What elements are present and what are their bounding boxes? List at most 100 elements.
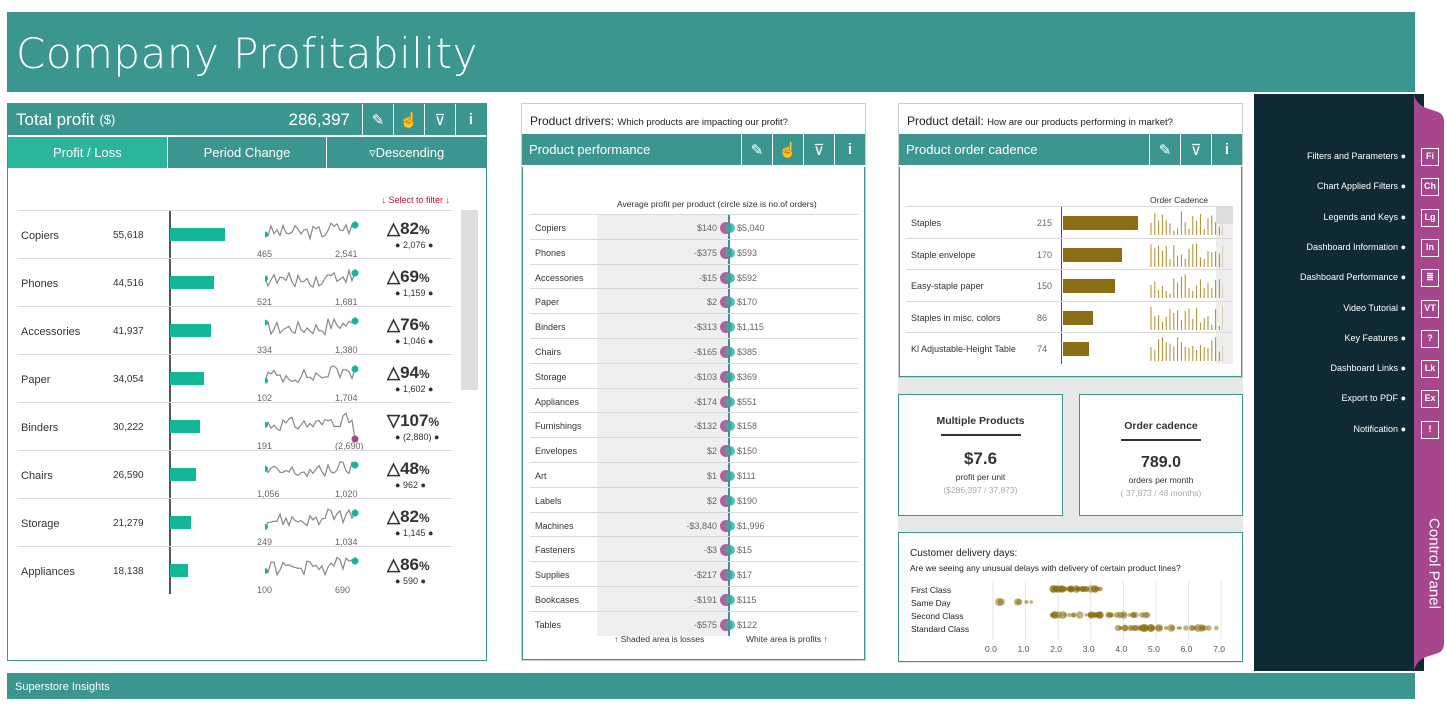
delivery-title: Customer delivery days: bbox=[910, 548, 1018, 559]
scroll-track[interactable] bbox=[1216, 224, 1233, 364]
order-row[interactable]: Staples in misc. colors 86 bbox=[906, 300, 1232, 332]
control-item-dashboard-information[interactable]: Dashboard Information ● bbox=[1306, 241, 1407, 252]
info-icon[interactable]: i bbox=[455, 104, 486, 135]
pointer-icon[interactable]: ☝ bbox=[772, 134, 803, 165]
change-percent: △86% bbox=[387, 555, 430, 574]
order-count: ● 1,602 ● bbox=[395, 384, 434, 394]
!-icon[interactable]: ! bbox=[1421, 420, 1439, 439]
fi-icon[interactable]: Fi bbox=[1421, 148, 1439, 166]
info-icon[interactable]: i bbox=[834, 134, 865, 165]
in-icon[interactable]: In bbox=[1421, 238, 1439, 257]
product-name: Binders bbox=[535, 322, 566, 333]
order-row[interactable]: Staples 215 bbox=[906, 206, 1232, 237]
order-bar bbox=[1063, 310, 1093, 325]
tab-descending[interactable]: ▿Descending bbox=[327, 137, 487, 168]
profit-row-chairs[interactable]: Chairs 26,590 1,056 1,020 △48% ● 962 ● bbox=[17, 450, 452, 499]
profit-row-appliances[interactable]: Appliances 18,138 100 690 △86% ● 590 ● bbox=[17, 546, 452, 595]
order-cadence-title: Product order cadence bbox=[906, 142, 1038, 157]
delivery-dot bbox=[1137, 625, 1143, 631]
control-item-notification[interactable]: Notification ● bbox=[1353, 423, 1406, 434]
control-panel-tab[interactable] bbox=[1412, 94, 1446, 671]
min-profit: -$3 bbox=[703, 545, 717, 556]
profit-row-accessories[interactable]: Accessories 41,937 334 1,380 △76% ● 1,04… bbox=[17, 306, 452, 355]
footer-text: Superstore Insights bbox=[15, 681, 110, 693]
driver-row-tables[interactable]: Tables -$575 $122 bbox=[530, 610, 858, 636]
order-row[interactable]: Easy-staple paper 150 bbox=[906, 269, 1232, 300]
category-profit: 18,138 bbox=[113, 566, 144, 577]
profit-row-paper[interactable]: Paper 34,054 102 1,704 △94% ● 1,602 ● bbox=[17, 354, 452, 403]
driver-row-envelopes[interactable]: Envelopes $2 $150 bbox=[530, 437, 858, 462]
driver-row-appliances[interactable]: Appliances -$174 $551 bbox=[530, 387, 858, 413]
delivery-dot bbox=[1118, 626, 1123, 630]
driver-row-bookcases[interactable]: Bookcases -$191 $115 bbox=[530, 586, 858, 611]
product-name: Kl Adjustable-Height Table bbox=[911, 344, 1016, 354]
driver-row-machines[interactable]: Machines -$3,840 $1,996 bbox=[530, 511, 858, 537]
category-name: Paper bbox=[21, 374, 51, 386]
tab-profit-loss[interactable]: Profit / Loss bbox=[8, 137, 168, 168]
order-bar bbox=[1063, 216, 1138, 230]
?-icon[interactable]: ? bbox=[1421, 329, 1439, 348]
control-item-dashboard-links[interactable]: Dashboard Links ● bbox=[1330, 363, 1406, 374]
control-item-chart-applied-filters[interactable]: Chart Applied Filters ● bbox=[1317, 181, 1406, 192]
driver-row-supplies[interactable]: Supplies -$217 $17 bbox=[530, 561, 858, 586]
control-item-video-tutorial[interactable]: Video Tutorial ● bbox=[1343, 302, 1406, 313]
tab-period-change[interactable]: Period Change bbox=[167, 137, 328, 168]
driver-row-chairs[interactable]: Chairs -$165 $385 bbox=[530, 338, 858, 363]
edit-icon[interactable]: ✎ bbox=[362, 104, 393, 135]
control-item-key-features[interactable]: Key Features ● bbox=[1344, 332, 1406, 343]
spark-start-label: 334 bbox=[257, 345, 273, 355]
profit-row-phones[interactable]: Phones 44,516 521 1,681 △69% ● 1,159 ● bbox=[17, 258, 452, 307]
control-item-legends-and-keys[interactable]: Legends and Keys ● bbox=[1323, 211, 1407, 222]
delivery-plot bbox=[992, 581, 1222, 639]
edit-icon[interactable]: ✎ bbox=[1149, 134, 1180, 165]
profit-dots bbox=[720, 519, 735, 532]
control-item-export-to-pdf[interactable]: Export to PDF ● bbox=[1341, 393, 1406, 404]
change-value: 82 bbox=[400, 219, 419, 238]
spark-end-dot bbox=[351, 365, 359, 373]
scrollbar[interactable] bbox=[461, 210, 478, 390]
drivers-title: Product drivers: bbox=[530, 114, 615, 128]
edit-icon[interactable]: ✎ bbox=[741, 134, 772, 165]
driver-row-fasteners[interactable]: Fasteners -$3 $15 bbox=[530, 536, 858, 561]
filter-icon[interactable]: ⊽ bbox=[424, 104, 455, 135]
driver-row-copiers[interactable]: Copiers $140 $5,040 bbox=[530, 214, 858, 239]
multiple-products-card: Multiple Products $7.6 profit per unit (… bbox=[898, 394, 1063, 516]
driver-row-accessories[interactable]: Accessories -$15 $592 bbox=[530, 263, 858, 289]
-icon[interactable]: ≣ bbox=[1421, 269, 1439, 288]
driver-row-binders[interactable]: Binders -$313 $1,115 bbox=[530, 313, 858, 338]
control-item-filters-and-parameters[interactable]: Filters and Parameters ● bbox=[1307, 151, 1406, 161]
total-profit-panel: Total profit ($) 286,397 ✎ ☝ ⊽ i Profit … bbox=[7, 103, 487, 661]
vt-icon[interactable]: VT bbox=[1421, 299, 1439, 318]
driver-row-phones[interactable]: Phones -$375 $593 bbox=[530, 238, 858, 264]
pointer-icon[interactable]: ☝ bbox=[393, 104, 424, 135]
order-row[interactable]: Kl Adjustable-Height Table 74 bbox=[906, 332, 1232, 363]
scrollbar[interactable] bbox=[1216, 206, 1233, 224]
order-count: ● 1,145 ● bbox=[395, 528, 434, 538]
order-row[interactable]: Staple envelope 170 bbox=[906, 237, 1232, 269]
delivery-dot bbox=[1093, 612, 1099, 618]
profit-row-storage[interactable]: Storage 21,279 249 1,034 △82% ● 1,145 ● bbox=[17, 498, 452, 547]
ex-icon[interactable]: Ex bbox=[1421, 390, 1439, 409]
detail-title: Product detail: bbox=[907, 114, 984, 128]
profit-row-binders[interactable]: Binders 30,222 191 (2,690) ▽107% ● (2,88… bbox=[17, 402, 452, 451]
delivery-dot bbox=[1055, 611, 1063, 619]
category-name: Binders bbox=[21, 422, 59, 434]
lg-icon[interactable]: Lg bbox=[1421, 208, 1439, 227]
lk-icon[interactable]: Lk bbox=[1421, 360, 1439, 379]
max-profit: $593 bbox=[737, 247, 758, 258]
driver-row-art[interactable]: Art $1 $111 bbox=[530, 462, 858, 487]
orders-per-month-formula: ( 37,873 / 48 months) bbox=[1120, 487, 1202, 498]
control-item-dashboard-performance[interactable]: Dashboard Performance ● bbox=[1300, 272, 1406, 283]
profit-bar bbox=[170, 564, 188, 577]
detail-subtitle: How are our products performing in marke… bbox=[987, 117, 1173, 128]
driver-row-storage[interactable]: Storage -$103 $369 bbox=[530, 362, 858, 388]
driver-row-labels[interactable]: Labels $2 $190 bbox=[530, 486, 858, 512]
driver-row-paper[interactable]: Paper $2 $170 bbox=[530, 288, 858, 313]
driver-row-furnishings[interactable]: Furnishings -$132 $158 bbox=[530, 412, 858, 437]
info-icon[interactable]: i bbox=[1211, 134, 1242, 165]
ch-icon[interactable]: Ch bbox=[1421, 178, 1439, 197]
profit-row-copiers[interactable]: Copiers 55,618 465 2,541 △82% ● 2,076 ● bbox=[17, 210, 452, 259]
filter-icon[interactable]: ⊽ bbox=[803, 134, 834, 165]
filter-icon[interactable]: ⊽ bbox=[1180, 134, 1211, 165]
delivery-dot bbox=[1183, 625, 1189, 631]
